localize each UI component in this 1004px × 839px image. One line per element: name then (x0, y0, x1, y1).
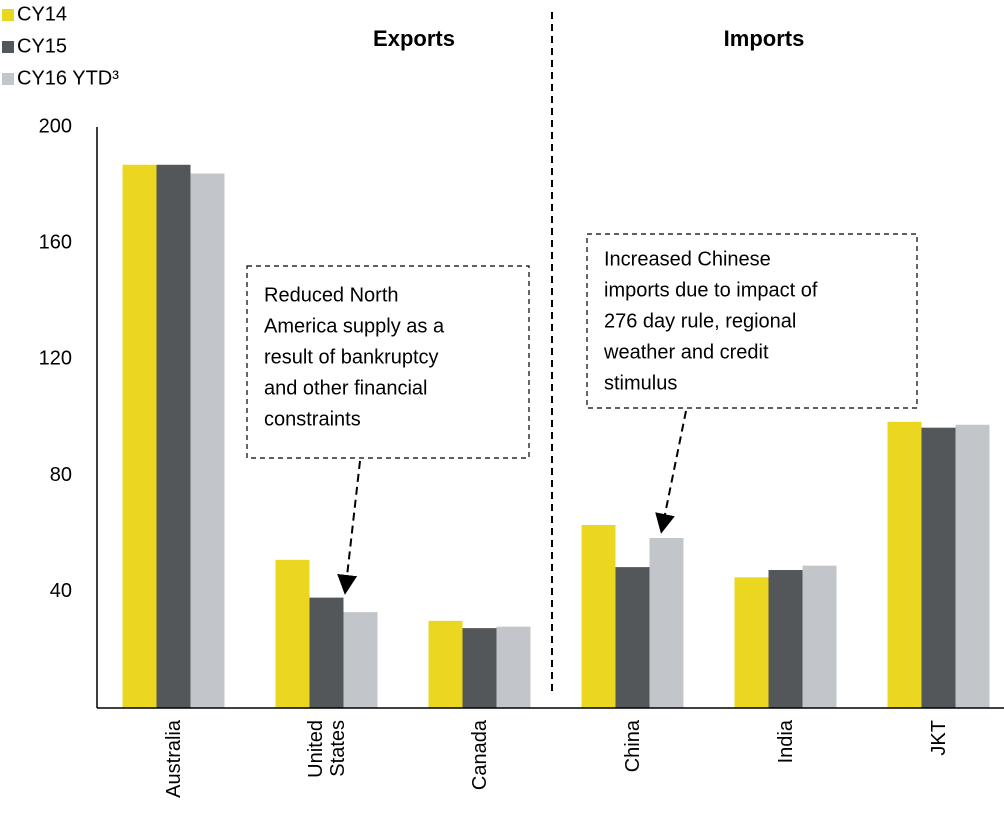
annotation-text: Reduced North (264, 284, 399, 306)
x-tick-label: China (621, 720, 644, 773)
bar (496, 626, 531, 708)
bar (156, 164, 191, 708)
bar (462, 628, 497, 708)
section-title: Exports (373, 26, 455, 51)
x-tick-label: Australia (162, 720, 185, 798)
bar (581, 524, 616, 708)
section-title: Imports (724, 26, 805, 51)
bar (343, 612, 378, 708)
bar (887, 421, 922, 708)
annotation-arrow (337, 460, 361, 595)
bar (190, 173, 225, 709)
x-tick-label: JKT (927, 720, 950, 756)
y-tick-label: 80 (50, 464, 72, 486)
bar (615, 567, 650, 708)
bar (734, 577, 769, 708)
annotation-arrow (655, 410, 687, 534)
annotation-text: result of bankruptcy (264, 346, 439, 368)
annotation-text: weather and credit (603, 341, 769, 363)
bar (802, 565, 837, 708)
x-tick-label: India (774, 720, 797, 764)
bar (122, 164, 157, 708)
y-tick-label: 200 (39, 115, 72, 137)
y-tick-label: 160 (39, 231, 72, 253)
legend-swatch (2, 9, 14, 21)
legend-label: CY14 (17, 3, 67, 25)
x-tick-label: Canada (468, 720, 491, 791)
y-tick-label: 40 (50, 580, 72, 602)
bar (275, 559, 310, 708)
x-tick-label: United States (304, 720, 349, 778)
annotation-text: stimulus (604, 372, 677, 394)
bar (309, 597, 344, 708)
bar (428, 620, 463, 708)
annotation-text: 276 day rule, regional (604, 310, 796, 332)
annotation-text: imports due to impact of (604, 279, 818, 301)
annotation-box (246, 265, 530, 459)
annotation-box (586, 233, 918, 409)
annotation-text: Increased Chinese (604, 248, 771, 270)
annotation-text: and other financial (264, 377, 427, 399)
bar (649, 538, 684, 708)
legend-swatch (2, 73, 14, 85)
bar (955, 424, 990, 708)
legend-label: CY15 (17, 35, 67, 57)
annotation-text: America supply as a (264, 315, 445, 337)
bar (768, 570, 803, 708)
bar (921, 427, 956, 708)
annotation-text: constraints (264, 408, 361, 430)
legend-label: CY16 YTD³ (17, 67, 119, 89)
y-tick-label: 120 (39, 348, 72, 370)
legend-swatch (2, 41, 14, 53)
